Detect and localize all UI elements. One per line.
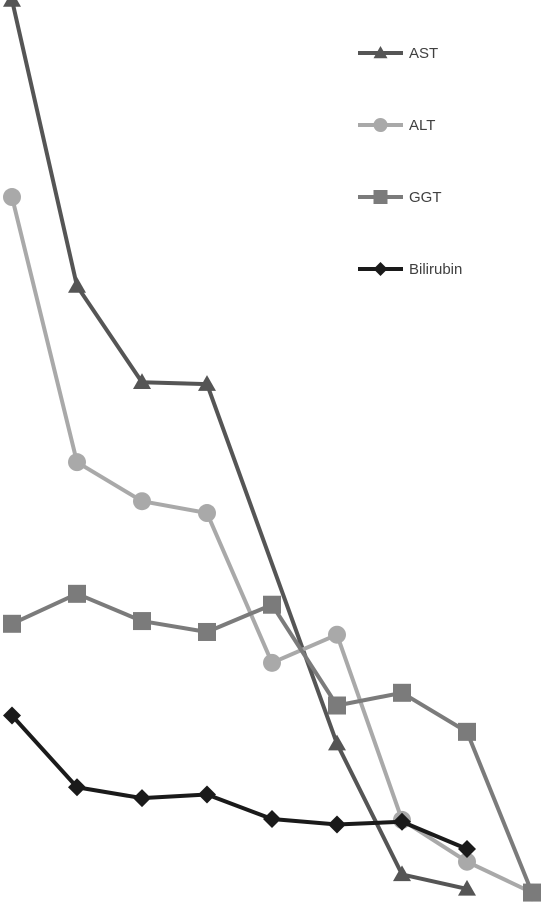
legend-label-bilirubin: Bilirubin [409, 261, 462, 278]
legend-item-ast: AST [358, 45, 438, 62]
legend-marker-bilirubin [373, 262, 388, 276]
plot-area [3, 0, 541, 902]
data-point-ggt-6 [328, 696, 346, 715]
legend: AST ALT GGT Bilirubin [358, 45, 462, 278]
data-point-bilirubin-1 [3, 706, 21, 725]
series-ast [3, 0, 476, 896]
data-point-alt-6 [328, 625, 346, 644]
data-point-bilirubin-2 [68, 778, 86, 797]
data-point-ast-2 [68, 277, 86, 293]
data-point-ggt-3 [133, 612, 151, 631]
legend-marker-ast [373, 46, 388, 59]
legend-marker-ggt [373, 190, 388, 204]
legend-label-alt: ALT [409, 117, 435, 134]
series-ggt [3, 584, 541, 902]
series-line-bilirubin [10, 714, 468, 851]
data-point-alt-3 [133, 492, 151, 511]
data-point-ast-3 [133, 373, 151, 390]
data-point-ggt-1 [3, 614, 21, 633]
data-point-ast-4 [198, 375, 216, 391]
data-point-ggt-9 [523, 883, 541, 902]
legend-label-ast: AST [409, 45, 438, 62]
data-point-alt-8 [458, 852, 476, 871]
legend-item-ggt: GGT [358, 189, 442, 206]
data-point-alt-2 [68, 453, 86, 472]
data-point-bilirubin-8 [458, 839, 476, 858]
data-point-bilirubin-5 [263, 810, 281, 829]
data-point-bilirubin-4 [198, 785, 216, 804]
data-point-bilirubin-6 [328, 815, 346, 834]
legend-label-ggt: GGT [409, 189, 442, 206]
data-point-ast-8 [458, 879, 476, 896]
data-point-alt-1 [3, 188, 21, 207]
legend-marker-alt [373, 118, 388, 132]
data-point-bilirubin-3 [133, 789, 151, 808]
data-point-alt-4 [198, 504, 216, 523]
data-point-ast-1 [3, 0, 21, 7]
data-point-ggt-7 [393, 683, 411, 702]
data-point-ggt-4 [198, 622, 216, 641]
data-point-ggt-5 [263, 595, 281, 614]
legend-item-alt: ALT [358, 117, 435, 134]
series-line-ast [10, 0, 468, 891]
data-point-bilirubin-7 [393, 812, 411, 831]
series-line-ggt [11, 591, 534, 894]
data-point-ggt-2 [68, 584, 86, 603]
data-point-ast-7 [393, 865, 411, 882]
data-point-ggt-8 [458, 722, 476, 741]
data-point-alt-5 [263, 653, 281, 672]
series-bilirubin [3, 706, 476, 858]
legend-item-bilirubin: Bilirubin [358, 261, 462, 278]
data-point-ast-6 [328, 734, 346, 751]
